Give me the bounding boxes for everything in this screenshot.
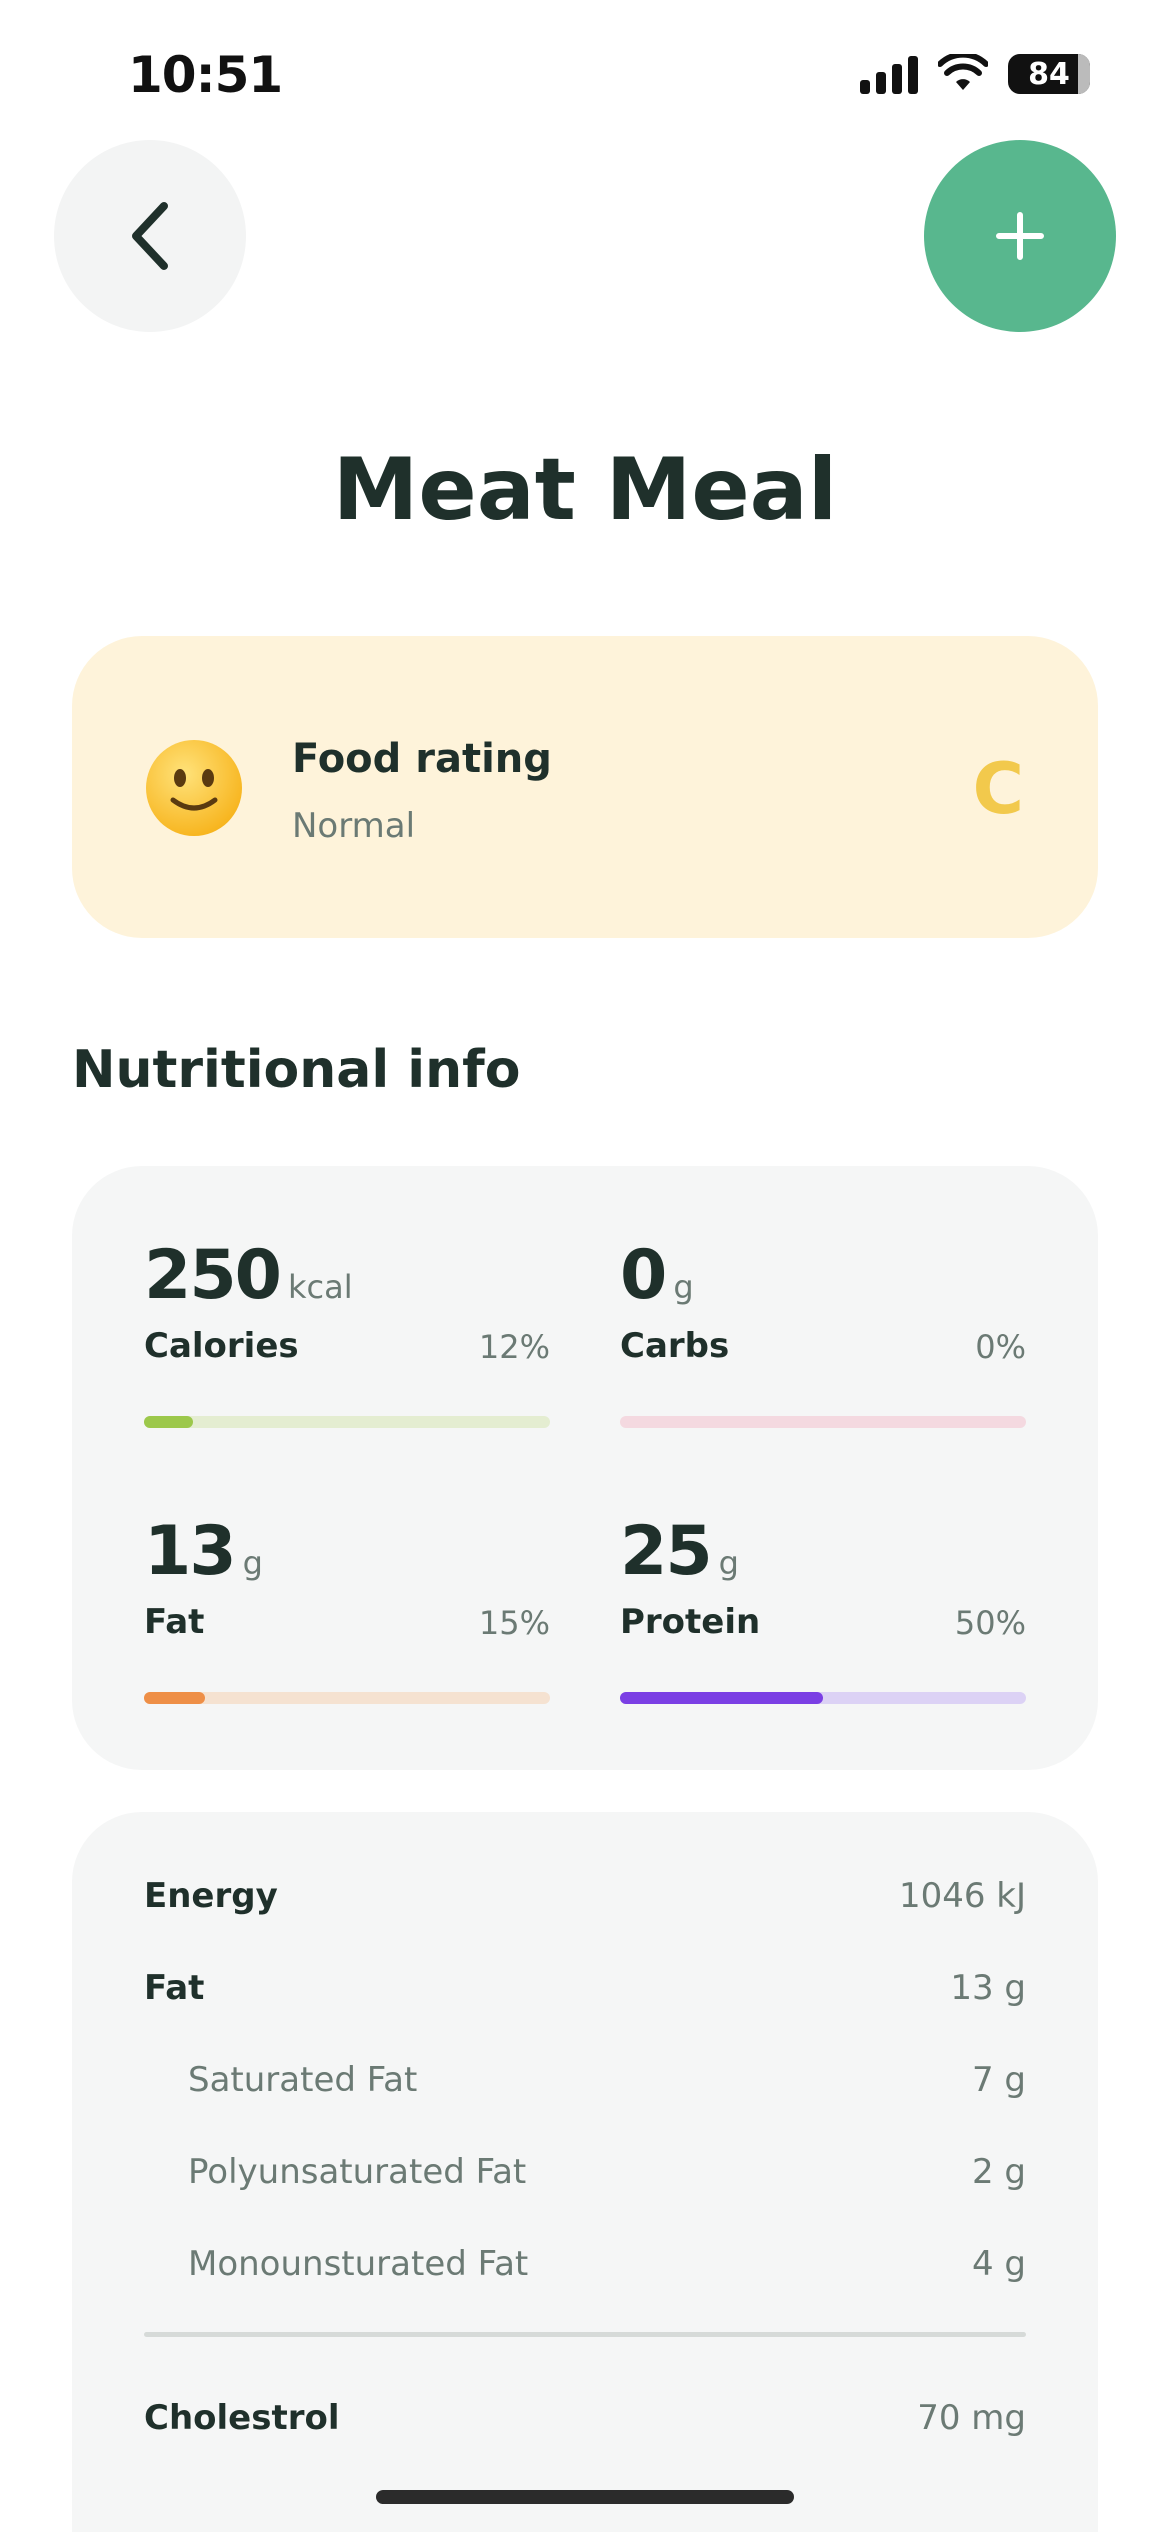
food-rating-card[interactable]: Food rating Normal C: [72, 636, 1098, 938]
progress-track-fat: [144, 1692, 550, 1704]
status-icons: 84: [860, 54, 1090, 94]
section-title: Nutritional info: [72, 1040, 521, 1100]
macro-label: Protein: [620, 1602, 761, 1642]
macro-amount: 25 g: [620, 1512, 739, 1591]
back-button[interactable]: [54, 140, 246, 332]
progress-fill-calories: [144, 1416, 193, 1428]
macro-amount: 250 kcal: [144, 1236, 353, 1315]
macro-protein: 25 g Protein 50%: [620, 1512, 1026, 1682]
nutrient-value: 13 g: [950, 1968, 1026, 2008]
nutrient-label: Monounsturated Fat: [188, 2244, 529, 2284]
status-time: 10:51: [128, 46, 283, 104]
macro-label: Fat: [144, 1602, 205, 1642]
macro-label: Calories: [144, 1326, 299, 1366]
wifi-icon: [938, 54, 988, 90]
plus-icon: [996, 212, 1044, 260]
battery-level: 84: [1028, 56, 1070, 92]
home-indicator[interactable]: [376, 2490, 794, 2504]
nutrient-label: Cholestrol: [144, 2398, 340, 2438]
nutrient-value: 4 g: [971, 2244, 1026, 2284]
nutrient-row-monounsaturated-fat: Monounsturated Fat 4 g: [144, 2234, 1026, 2294]
macro-amount: 13 g: [144, 1512, 263, 1591]
section-divider: [144, 2332, 1026, 2337]
nutrient-label: Polyunsaturated Fat: [188, 2152, 527, 2192]
nutrient-value: 7 g: [971, 2060, 1026, 2100]
macro-percent: 0%: [975, 1328, 1026, 1366]
nutrient-row-energy: Energy 1046 kJ: [144, 1866, 1026, 1926]
macro-label: Carbs: [620, 1326, 730, 1366]
progress-track-protein: [620, 1692, 1026, 1704]
page-title: Meat Meal: [332, 440, 838, 540]
rating-title: Food rating: [292, 736, 552, 782]
cellular-signal-icon: [860, 54, 918, 94]
nutrient-value: 70 mg: [917, 2398, 1026, 2438]
macro-percent: 50%: [954, 1604, 1026, 1642]
progress-track-carbs: [620, 1416, 1026, 1428]
progress-fill-fat: [144, 1692, 205, 1704]
nutrition-details-card: Energy 1046 kJ Fat 13 g Saturated Fat 7 …: [72, 1812, 1098, 2532]
rating-subtitle: Normal: [292, 806, 416, 846]
chevron-left-icon: [132, 202, 168, 270]
nutrient-row-cholesterol: Cholestrol 70 mg: [144, 2388, 1026, 2448]
macro-percent: 12%: [478, 1328, 550, 1366]
nutrient-row-saturated-fat: Saturated Fat 7 g: [144, 2050, 1026, 2110]
battery-icon: 84: [1008, 54, 1090, 94]
nutrient-label: Energy: [144, 1876, 278, 1916]
nutrient-label: Saturated Fat: [188, 2060, 418, 2100]
macro-percent: 15%: [478, 1604, 550, 1642]
add-button[interactable]: [924, 140, 1116, 332]
progress-fill-protein: [620, 1692, 823, 1704]
progress-track-calories: [144, 1416, 550, 1428]
nutrient-label: Fat: [144, 1968, 205, 2008]
nutrient-value: 1046 kJ: [898, 1876, 1026, 1916]
rating-grade: C: [972, 748, 1024, 830]
nutrient-value: 2 g: [971, 2152, 1026, 2192]
macro-calories: 250 kcal Calories 12%: [144, 1236, 550, 1406]
nutrient-row-fat: Fat 13 g: [144, 1958, 1026, 2018]
macro-fat: 13 g Fat 15%: [144, 1512, 550, 1682]
nutrient-row-polyunsaturated-fat: Polyunsaturated Fat 2 g: [144, 2142, 1026, 2202]
smiley-face-icon: [146, 740, 242, 836]
